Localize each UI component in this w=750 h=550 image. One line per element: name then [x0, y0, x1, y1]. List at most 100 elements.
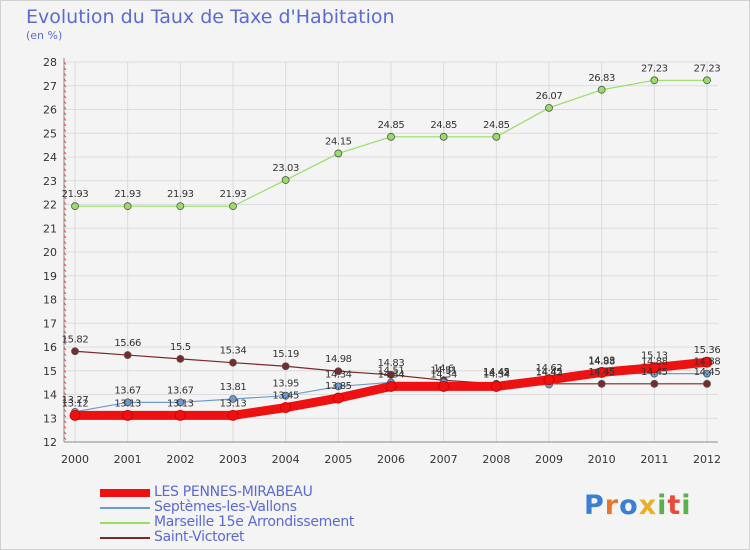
axis-dash: [63, 117, 67, 121]
y-tick-label: 16: [43, 341, 57, 354]
data-point: [701, 356, 713, 368]
data-point: [281, 176, 290, 184]
data-point: [123, 398, 132, 407]
data-point: [176, 354, 185, 363]
data-label: 13.67: [167, 385, 194, 396]
logo-letter: i: [681, 490, 692, 521]
data-point: [280, 402, 292, 413]
logo-letter: x: [638, 490, 658, 521]
data-point: [703, 379, 711, 388]
axis-dash: [63, 380, 67, 385]
logo-letter: i: [657, 490, 668, 521]
data-label: 14.98: [325, 354, 352, 365]
x-tick-label: 2012: [693, 453, 721, 466]
data-point: [123, 351, 132, 359]
axis-dash: [63, 95, 67, 99]
axis-dash: [63, 386, 67, 390]
data-label: 14.34: [483, 369, 510, 380]
data-point: [281, 362, 290, 371]
data-point: [703, 369, 711, 378]
axis-dash: [63, 162, 67, 166]
data-point: [123, 202, 132, 211]
legend-label: Septèmes-les-Vallons: [154, 499, 297, 515]
legend-swatch: [100, 500, 150, 515]
data-label: 13.81: [220, 382, 247, 393]
data-point: [229, 395, 237, 403]
y-tick-label: 15: [43, 365, 57, 378]
data-label: 24.85: [378, 120, 405, 131]
data-point: [387, 370, 395, 379]
axis-dash: [63, 156, 67, 161]
axis-dash: [63, 61, 67, 65]
data-label: 13.13: [220, 398, 247, 409]
axis-dash: [63, 207, 67, 211]
x-tick-label: 2011: [640, 453, 668, 466]
axis-dash: [63, 420, 67, 424]
data-point: [703, 76, 711, 85]
data-point: [387, 132, 395, 141]
data-point: [543, 374, 555, 386]
data-label: 15.36: [694, 345, 721, 356]
data-label: 15.13: [641, 351, 668, 362]
data-label: 14.45: [694, 367, 721, 378]
data-label: 14.88: [694, 357, 721, 368]
axis-dash: [63, 274, 67, 278]
data-label: 14.51: [430, 365, 457, 376]
axis-dash: [63, 263, 67, 267]
logo-letter: o: [619, 490, 639, 521]
axis-dash: [63, 319, 67, 323]
data-label: 26.07: [536, 91, 563, 102]
data-point: [650, 76, 659, 85]
data-label: 21.93: [114, 189, 141, 200]
data-label: 13.95: [272, 379, 299, 390]
legend-swatch: [100, 485, 150, 500]
data-label: 15.82: [62, 334, 89, 345]
data-label: 14.45: [588, 367, 615, 378]
data-label: 14.42: [483, 368, 510, 379]
axis-dash: [63, 364, 67, 368]
axis-dash: [63, 240, 67, 245]
axis-dash: [63, 224, 67, 228]
axis-dash: [63, 184, 67, 189]
axis-dash: [63, 313, 67, 317]
data-label: 15.5: [170, 342, 191, 353]
data-point: [332, 392, 344, 404]
axis-dash: [63, 145, 67, 149]
data-label: 14.88: [588, 357, 615, 368]
data-point: [597, 85, 606, 94]
data-point: [596, 367, 608, 378]
data-point: [229, 358, 237, 367]
data-label: 14.34: [378, 369, 405, 380]
y-tick-label: 26: [43, 104, 57, 117]
y-tick-label: 25: [43, 127, 57, 140]
y-tick-label: 14: [43, 389, 57, 402]
data-label: 26.83: [588, 73, 615, 84]
axis-dash: [63, 296, 67, 301]
data-label: 24.85: [483, 120, 510, 131]
data-label: 14.45: [641, 367, 668, 378]
axis-dash: [63, 431, 67, 435]
axis-dash: [63, 308, 67, 312]
axis-dash: [63, 425, 67, 429]
data-point: [334, 382, 343, 391]
data-label: 14.51: [378, 365, 405, 376]
axis-dash: [63, 330, 67, 334]
axis-dash: [63, 375, 67, 379]
axis-dash: [63, 302, 67, 306]
x-tick-label: 2009: [535, 453, 563, 466]
data-label: 14.83: [378, 358, 405, 369]
axis-dash: [63, 100, 67, 105]
x-tick-label: 2003: [219, 453, 247, 466]
axis-dash: [63, 179, 67, 183]
axis-dash: [63, 235, 67, 239]
data-point: [176, 398, 185, 407]
data-label: 14.34: [325, 369, 352, 380]
x-tick-label: 2010: [588, 453, 616, 466]
axis-dash: [63, 336, 67, 340]
axis-dash: [63, 72, 67, 77]
x-tick-label: 2004: [272, 453, 300, 466]
x-tick-label: 2007: [430, 453, 458, 466]
data-point: [650, 379, 659, 388]
axis-dash: [63, 392, 67, 396]
legend-label: Saint-Victoret: [154, 529, 245, 545]
